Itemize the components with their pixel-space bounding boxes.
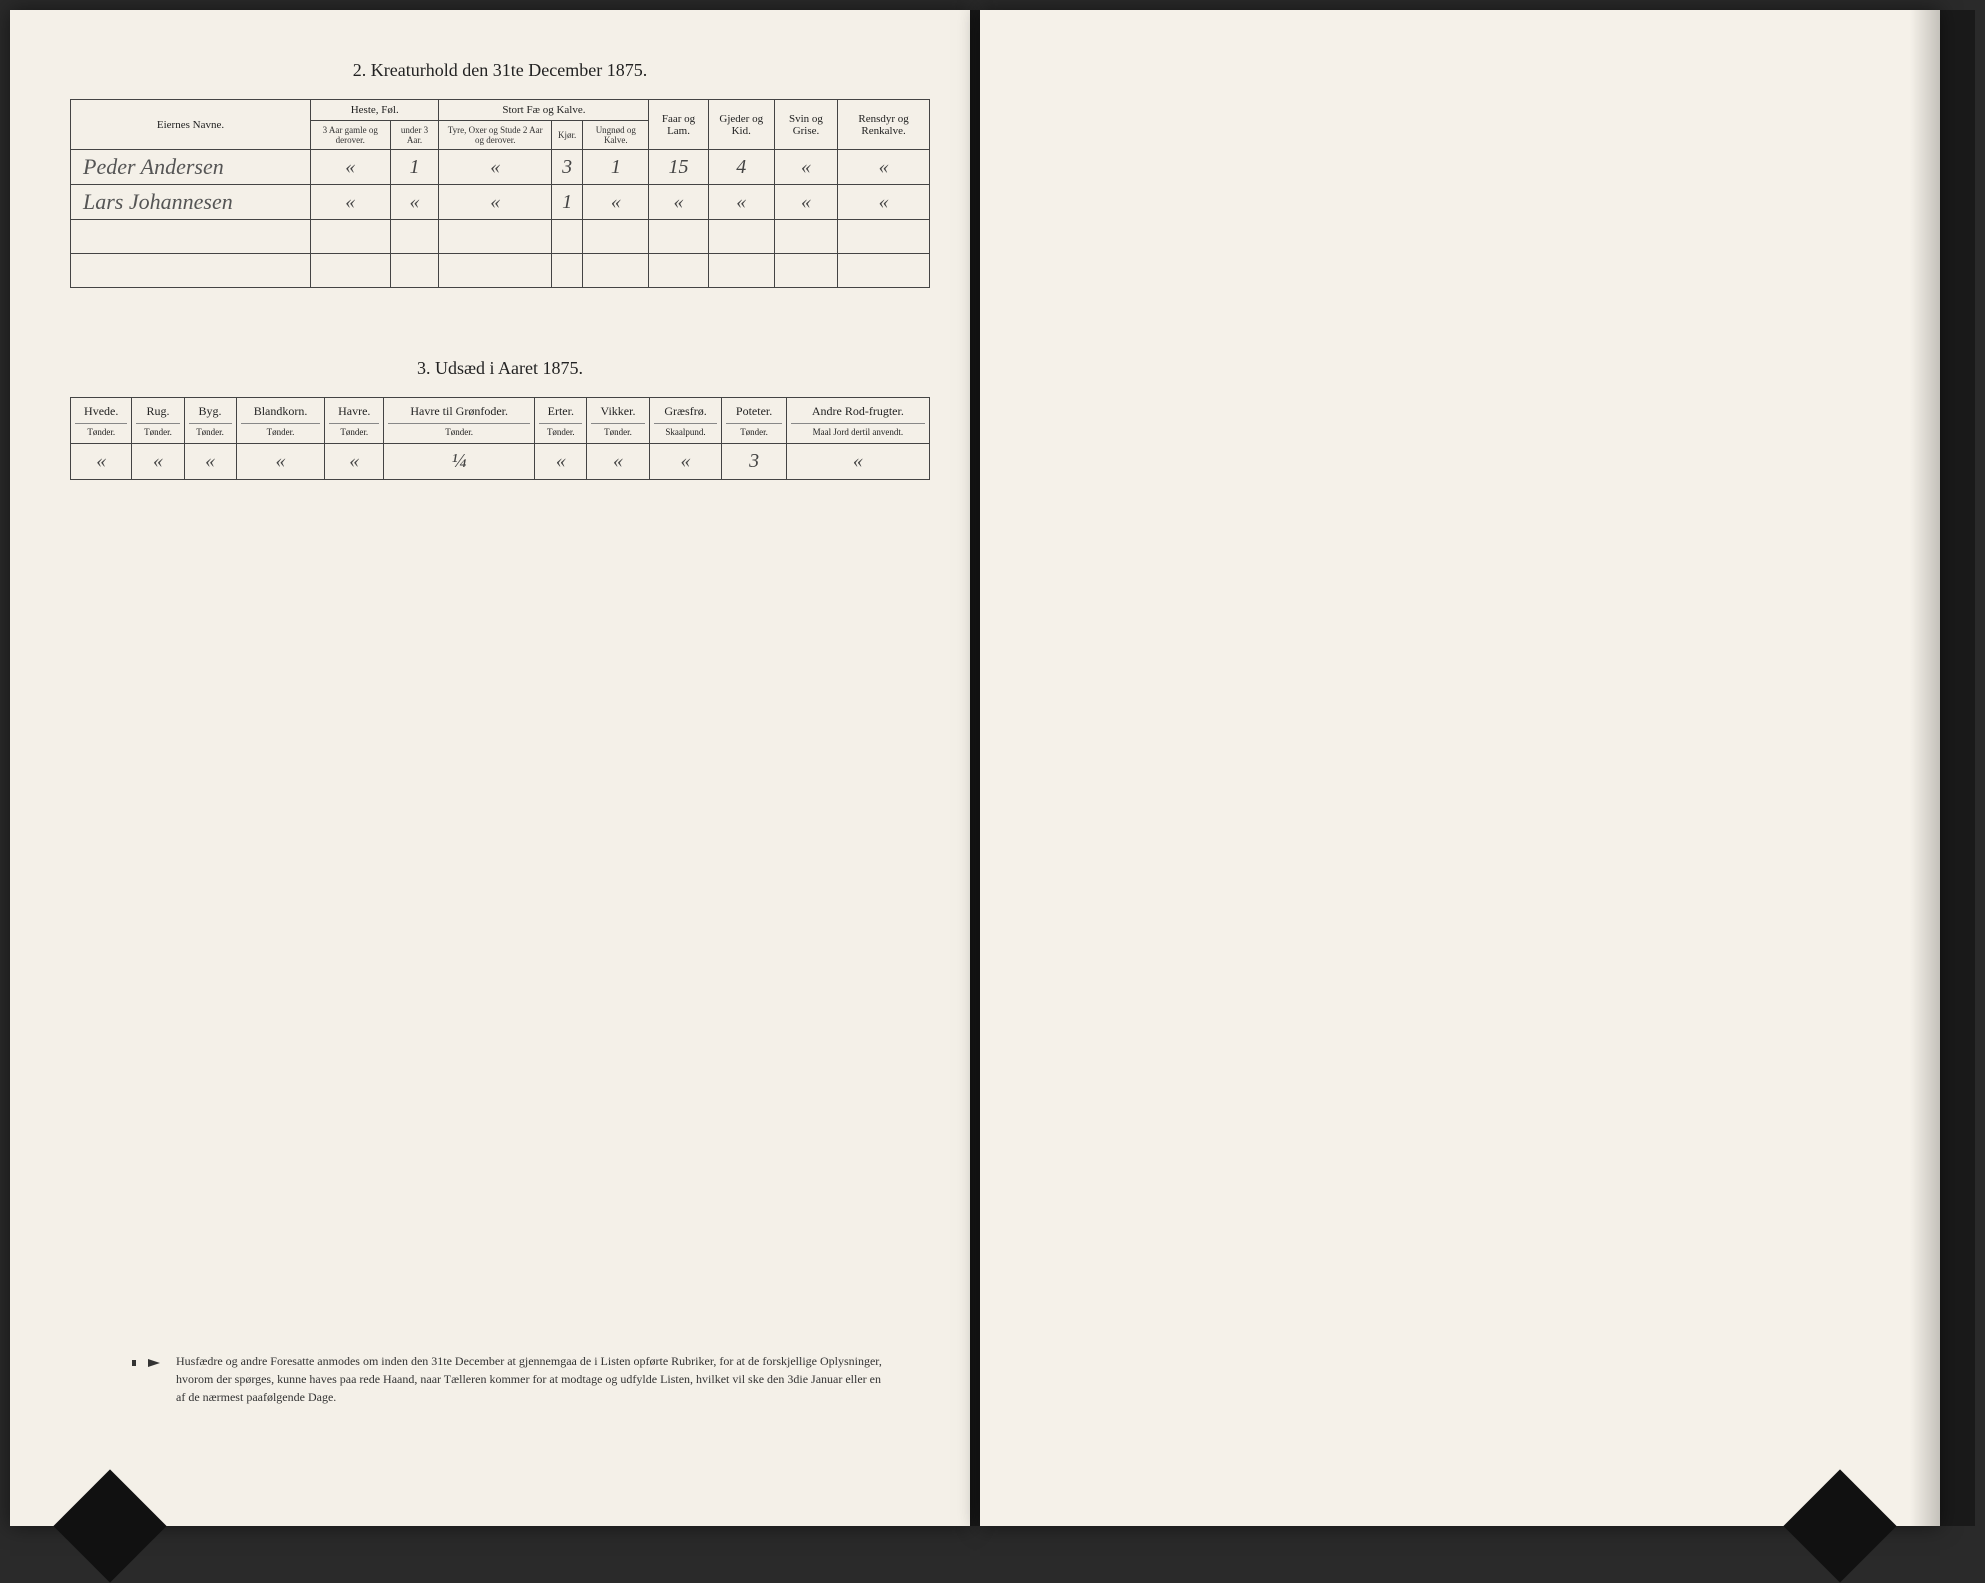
left-page: 2. Kreaturhold den 31te December 1875. E… xyxy=(10,10,970,1526)
table-row: Peder Andersen « 1 « 3 1 15 4 « « xyxy=(71,150,930,185)
owner-name: Lars Johannesen xyxy=(71,185,311,220)
seed-table: Hvede.Tønder. Rug.Tønder. Byg.Tønder. Bl… xyxy=(70,397,930,480)
cell: « xyxy=(774,185,837,220)
col-gjeder: Gjeder og Kid. xyxy=(708,100,774,150)
seed-row: « « « « « ¼ « « « 3 « xyxy=(71,444,930,480)
col-stort-a: Tyre, Oxer og Stude 2 Aar og derover. xyxy=(439,121,552,150)
cell: « xyxy=(184,444,236,480)
cell: 3 xyxy=(722,444,786,480)
footnote: Husfædre og andre Foresatte anmodes om i… xyxy=(130,1352,890,1406)
page-clip-icon xyxy=(1783,1469,1896,1582)
section2-title: 2. Kreaturhold den 31te December 1875. xyxy=(70,60,930,81)
table-row xyxy=(71,254,930,288)
page-clip-icon xyxy=(53,1469,166,1582)
pointing-hand-icon xyxy=(130,1354,162,1406)
cell: « xyxy=(311,185,391,220)
seed-col: Havre.Tønder. xyxy=(325,398,384,444)
cell: « xyxy=(439,185,552,220)
cell: « xyxy=(583,185,649,220)
seed-col: Græsfrø.Skaalpund. xyxy=(649,398,722,444)
cell: « xyxy=(838,150,930,185)
seed-col: Havre til Grønfoder.Tønder. xyxy=(384,398,535,444)
seed-col: Andre Rod-frugter.Maal Jord dertil anven… xyxy=(786,398,929,444)
cell: 1 xyxy=(390,150,439,185)
owner-name: Peder Andersen xyxy=(71,150,311,185)
col-stort-c: Ungnød og Kalve. xyxy=(583,121,649,150)
col-faar: Faar og Lam. xyxy=(649,100,708,150)
cell: « xyxy=(838,185,930,220)
livestock-tbody: Peder Andersen « 1 « 3 1 15 4 « « Lars J… xyxy=(71,150,930,288)
cell: 3 xyxy=(551,150,582,185)
cell: « xyxy=(71,444,132,480)
section3-title: 3. Udsæd i Aaret 1875. xyxy=(70,358,930,379)
cell: « xyxy=(132,444,184,480)
cell: « xyxy=(311,150,391,185)
book-spread: 2. Kreaturhold den 31te December 1875. E… xyxy=(10,10,1975,1526)
seed-col: Rug.Tønder. xyxy=(132,398,184,444)
seed-col: Erter.Tønder. xyxy=(535,398,587,444)
seed-col: Poteter.Tønder. xyxy=(722,398,786,444)
cell: « xyxy=(439,150,552,185)
col-svin: Svin og Grise. xyxy=(774,100,837,150)
right-page xyxy=(980,10,1940,1526)
page-edge-shadow xyxy=(1910,10,1940,1526)
cell: « xyxy=(236,444,325,480)
cell: 1 xyxy=(551,185,582,220)
seed-col: Hvede.Tønder. xyxy=(71,398,132,444)
cell: 15 xyxy=(649,150,708,185)
cell: « xyxy=(774,150,837,185)
cell: « xyxy=(390,185,439,220)
seed-col: Blandkorn.Tønder. xyxy=(236,398,325,444)
col-stort-b: Kjør. xyxy=(551,121,582,150)
col-group-stort: Stort Fæ og Kalve. xyxy=(439,100,649,121)
cell: 1 xyxy=(583,150,649,185)
livestock-table: Eiernes Navne. Heste, Føl. Stort Fæ og K… xyxy=(70,99,930,288)
col-heste-a: 3 Aar gamle og derover. xyxy=(311,121,391,150)
table-row: Lars Johannesen « « « 1 « « « « « xyxy=(71,185,930,220)
cell: « xyxy=(649,444,722,480)
cell: « xyxy=(649,185,708,220)
footnote-text: Husfædre og andre Foresatte anmodes om i… xyxy=(176,1352,890,1406)
col-rensdyr: Rensdyr og Renkalve. xyxy=(838,100,930,150)
seed-col: Byg.Tønder. xyxy=(184,398,236,444)
seed-header-row: Hvede.Tønder. Rug.Tønder. Byg.Tønder. Bl… xyxy=(71,398,930,444)
cell: « xyxy=(535,444,587,480)
cell: ¼ xyxy=(384,444,535,480)
col-group-heste: Heste, Føl. xyxy=(311,100,439,121)
table-row xyxy=(71,220,930,254)
cell: « xyxy=(786,444,929,480)
col-name: Eiernes Navne. xyxy=(71,100,311,150)
seed-col: Vikker.Tønder. xyxy=(587,398,649,444)
cell: 4 xyxy=(708,150,774,185)
col-heste-b: under 3 Aar. xyxy=(390,121,439,150)
cell: « xyxy=(708,185,774,220)
cell: « xyxy=(325,444,384,480)
cell: « xyxy=(587,444,649,480)
